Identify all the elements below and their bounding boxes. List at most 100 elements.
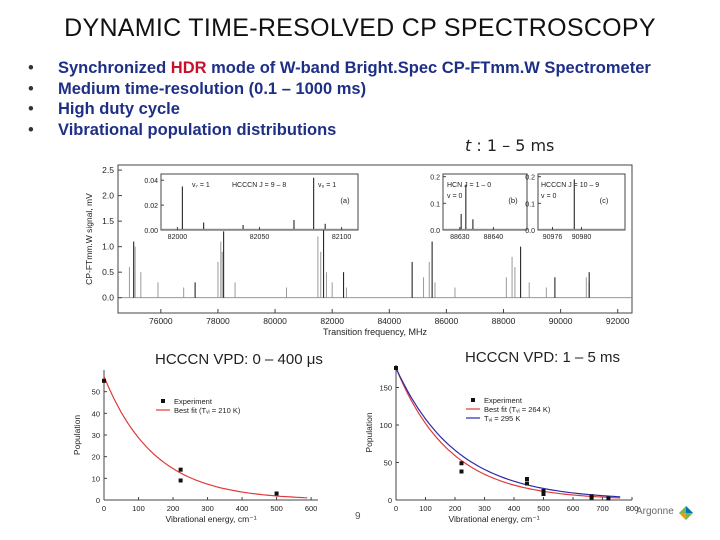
- y-tick-label: 0.0: [102, 293, 114, 303]
- inset-y-tick-label: 0.2: [430, 175, 440, 182]
- vpd-data-point: [606, 496, 611, 501]
- bullet-dot: •: [28, 120, 34, 139]
- inset-y-tick-label: 0.1: [525, 201, 535, 208]
- vpd-legend-text: Experiment: [484, 396, 523, 405]
- inset-annotation: v = 0: [541, 193, 556, 200]
- vpd-data-point: [524, 477, 529, 481]
- vpd-x-tick-label: 200: [449, 504, 462, 513]
- inset-x-tick-label: 82050: [250, 234, 270, 241]
- vpd-x-tick-label: 100: [419, 504, 432, 513]
- vpd-legend-text: Best fit (Tᵥᵢ = 264 K): [484, 405, 551, 414]
- vpd-x-tick-label: 0: [394, 504, 398, 513]
- inset-annotation: v₆ = 1: [318, 182, 336, 189]
- vpd-data-point: [102, 378, 106, 383]
- inset-y-tick-label: 0.1: [430, 201, 440, 208]
- vpd-y-axis-label: Population: [364, 412, 374, 452]
- x-tick-label: 82000: [320, 316, 344, 326]
- vpd-x-tick-label: 300: [478, 504, 491, 513]
- bullet-item: • High duty cycle: [28, 99, 651, 120]
- vpd-y-tick-label: 30: [92, 431, 100, 440]
- bullet-dot: •: [28, 79, 34, 98]
- bullet-text: High duty cycle: [58, 100, 180, 118]
- vpd-legend-marker: [471, 398, 475, 402]
- vpd-data-point: [178, 467, 183, 472]
- inset-x-tick-label: 82100: [332, 234, 352, 241]
- vpd-y-tick-label: 20: [92, 453, 100, 462]
- inset-x-tick-label: 82000: [168, 234, 188, 241]
- vpd-y-tick-label: 0: [388, 496, 392, 505]
- vpd-right-label: HCCCN VPD: 1 – 5 ms: [465, 349, 621, 366]
- vpd-data-point: [394, 366, 398, 370]
- vpd-legend-marker: [161, 399, 165, 403]
- bullet-text-post: mode of W-band Bright.Spec CP-FTmm.W Spe…: [206, 59, 651, 77]
- inset-annotation: HCN J = 1 – 0: [447, 182, 491, 189]
- inset-y-tick-label: 0.00: [144, 228, 158, 235]
- inset-x-tick-label: 88640: [484, 234, 504, 241]
- bullet-highlight: HDR: [170, 59, 207, 77]
- vpd-data-point: [274, 491, 279, 496]
- inset-annotation: HCCCN J = 10 – 9: [541, 182, 599, 189]
- vpd-x-tick-label: 700: [596, 504, 609, 513]
- bullet-dot: •: [28, 59, 34, 77]
- vpd-fit-curve: [395, 367, 621, 499]
- vpd-data-point: [459, 461, 464, 466]
- bullet-item: • Medium time-resolution (0.1 – 1000 ms): [28, 79, 651, 100]
- vpd-left-label: HCCCN VPD: 0 – 400 μs: [155, 351, 323, 368]
- vpd-fit-curve: [395, 367, 621, 498]
- vpd-y-axis-label: Population: [72, 415, 82, 455]
- vpd-y-tick-label: 50: [384, 459, 392, 468]
- bullet-list: • Synchronized HDR mode of W-band Bright.…: [28, 58, 651, 140]
- vpd-y-tick-label: 10: [92, 474, 100, 483]
- logo-text: Argonne: [636, 506, 674, 517]
- inset-x-tick-label: 90976: [543, 234, 563, 241]
- slide-title: DYNAMIC TIME-RESOLVED CP SPECTROSCOPY: [64, 14, 656, 42]
- vpd-x-tick-label: 800: [626, 504, 639, 513]
- vpd-y-tick-label: 40: [92, 409, 100, 418]
- bullet-dot: •: [28, 100, 34, 118]
- y-axis-label: CP-FTmm.W signal, mV: [84, 193, 94, 285]
- vpd-data-point: [541, 492, 546, 496]
- time-window-label: t : 1 – 5 ms: [465, 136, 554, 155]
- inset-y-tick-label: 0.0: [430, 228, 440, 235]
- vpd-data-point: [178, 478, 183, 483]
- vpd-fit-curve: [103, 376, 308, 499]
- vpd-x-tick-label: 400: [236, 504, 249, 513]
- vpd-x-axis-label: Vibrational energy, cm⁻¹: [448, 514, 539, 524]
- inset-panel-label: (c): [600, 196, 609, 205]
- inset-y-tick-label: 0.02: [144, 203, 158, 210]
- vpd-x-tick-label: 0: [102, 504, 106, 513]
- x-axis-label: Transition frequency, MHz: [323, 327, 428, 337]
- vpd-y-tick-label: 50: [92, 388, 100, 397]
- vpd-x-tick-label: 100: [132, 504, 145, 513]
- x-tick-label: 88000: [492, 316, 516, 326]
- inset-frame: [537, 173, 626, 231]
- vpd-x-tick-label: 400: [508, 504, 521, 513]
- inset-annotation: v₇ = 1: [192, 182, 210, 189]
- vpd-y-tick-label: 0: [96, 496, 100, 505]
- inset-frame: [442, 173, 528, 231]
- inset-panel-label: (a): [340, 196, 350, 205]
- inset-y-tick-label: 0.04: [144, 178, 158, 185]
- vpd-legend-text: Tᵥᵢ = 295 K: [484, 414, 520, 423]
- inset-y-tick-label: 0.0: [525, 228, 535, 235]
- inset-y-tick-label: 0.2: [525, 175, 535, 182]
- page-number: 9: [355, 511, 361, 522]
- y-tick-label: 1.5: [102, 216, 114, 226]
- vpd-legend-text: Experiment: [174, 397, 213, 406]
- vpd-data-point: [524, 481, 529, 486]
- inset-x-tick-label: 88630: [450, 234, 470, 241]
- y-tick-label: 1.0: [102, 242, 114, 252]
- bullet-item: • Vibrational population distributions: [28, 120, 651, 141]
- bullet-text: Medium time-resolution (0.1 – 1000 ms): [58, 79, 367, 98]
- vpd-x-axis-label: Vibrational energy, cm⁻¹: [165, 514, 256, 524]
- inset-panel-label: (b): [508, 196, 518, 205]
- bullet-text: Vibrational population distributions: [58, 120, 337, 139]
- inset-x-tick-label: 90980: [572, 234, 592, 241]
- vpd-x-tick-label: 500: [537, 504, 550, 513]
- y-tick-label: 2.5: [102, 165, 114, 175]
- vpd-x-tick-label: 600: [305, 504, 318, 513]
- vpd-x-tick-label: 300: [201, 504, 214, 513]
- y-tick-label: 2.0: [102, 191, 114, 201]
- bullet-text-pre: Synchronized: [58, 59, 171, 77]
